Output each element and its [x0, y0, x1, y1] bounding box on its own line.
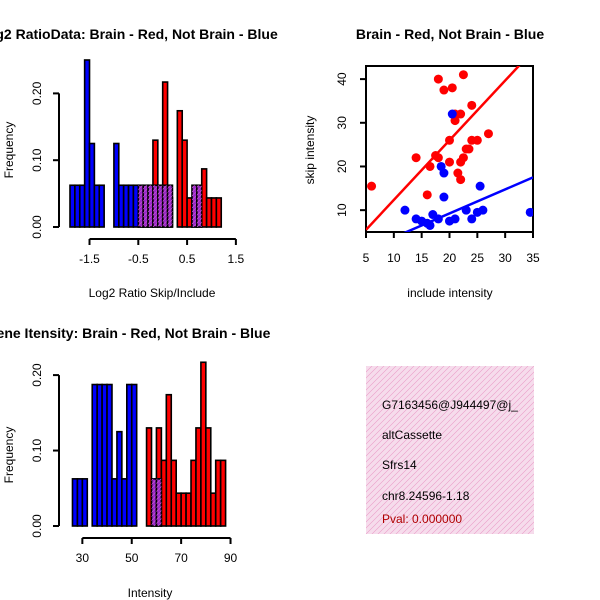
log2-ratio-bar-not-brain: [98, 184, 105, 228]
scatter-point-brain: [433, 153, 443, 163]
scatter-point-not-brain: [525, 207, 533, 217]
scatter-point-brain: [422, 190, 432, 200]
scatter-x-tick-label: 10: [387, 251, 401, 265]
scatter-point-not-brain: [447, 109, 457, 119]
gene-intensity-histogram: Gene Itensity: Brain - Red, Not Brain - …: [0, 325, 271, 600]
scatter-fit-line-not-brain: [403, 176, 533, 232]
log2-ratio-x-tick-label: -1.5: [79, 252, 100, 266]
scatter-point-not-brain: [439, 168, 449, 178]
intensity-scatter: Brain - Red, Not Brain - Blue include in…: [303, 26, 544, 300]
gene-intensity-x-tick-label: 30: [76, 551, 90, 565]
scatter-point-not-brain: [425, 220, 435, 230]
scatter-y-tick-label: 40: [335, 72, 349, 86]
log2-ratio-bar-overlap-hatch: [191, 185, 197, 227]
log2-ratio-x-tick-label: -0.5: [128, 252, 149, 266]
gene-intensity-bar-overlap-hatch: [156, 478, 162, 526]
scatter-point-brain: [433, 74, 443, 84]
scatter-point-brain: [425, 161, 435, 171]
scatter-point-not-brain: [461, 205, 471, 215]
log2-ratio-bar-brain: [215, 197, 223, 228]
log2-ratio-bar-overlap-hatch: [196, 185, 202, 227]
gene-intensity-y-tick-label: 0.20: [30, 363, 44, 387]
gene-intensity-bar-not-brain: [130, 383, 138, 527]
genomic-location: chr8.24596-1.18: [382, 489, 470, 503]
info-panel-background: [366, 366, 534, 534]
scatter-x-tick-label: 20: [443, 251, 457, 265]
gene-intensity-y-tick-label: 0.10: [30, 439, 44, 463]
scatter-point-brain: [467, 100, 477, 110]
log2-ratio-y-tick-label: 0.20: [30, 81, 44, 105]
scatter-point-not-brain: [467, 214, 477, 224]
scatter-point-brain: [472, 135, 482, 145]
log2-ratio-y-tick-label: 0.10: [30, 148, 44, 172]
scatter-y-tick-label: 30: [335, 116, 349, 130]
gene-intensity-x-tick-label: 70: [174, 551, 188, 565]
log2-ratio-bar-overlap-hatch: [152, 185, 158, 227]
scatter-point-brain: [483, 129, 493, 139]
gene-intensity-ylabel: Frequency: [2, 427, 16, 484]
event-type: altCassette: [382, 428, 442, 442]
scatter-point-not-brain: [439, 192, 449, 202]
log2-ratio-ylabel: Frequency: [2, 122, 16, 179]
log2-ratio-y-tick-label: 0.00: [30, 215, 44, 239]
gene-intensity-bar-brain: [145, 427, 153, 527]
p-value: Pval: 0.000000: [382, 512, 462, 526]
log2-ratio-x-tick-label: 1.5: [228, 252, 245, 266]
gene-name: Sfrs14: [382, 458, 417, 472]
scatter-point-brain: [458, 153, 468, 163]
scatter-x-tick-label: 25: [471, 251, 485, 265]
scatter-x-tick-label: 35: [526, 251, 540, 265]
scatter-ylabel: skip intensity: [303, 116, 317, 185]
scatter-point-brain: [445, 157, 454, 167]
gene-intensity-bar-not-brain: [81, 478, 89, 527]
scatter-point-not-brain: [478, 205, 488, 215]
gene-intensity-x-tick-label: 50: [125, 551, 139, 565]
scatter-title: Brain - Red, Not Brain - Blue: [356, 26, 544, 42]
gene-intensity-bar-overlap-hatch: [151, 478, 157, 526]
gene-intensity-bar-not-brain: [106, 383, 113, 527]
scatter-y-tick-label: 20: [335, 159, 349, 173]
scatter-point-brain: [447, 83, 457, 93]
log2-ratio-title: Log2 RatioData: Brain - Red, Not Brain -…: [0, 26, 278, 42]
log2-ratio-bar-overlap-hatch: [148, 185, 153, 227]
scatter-point-brain: [411, 153, 421, 163]
log2-ratio-x-tick-label: 0.5: [179, 252, 196, 266]
scatter-x-tick-label: 15: [415, 251, 429, 265]
scatter-x-tick-label: 30: [498, 251, 512, 265]
gene-intensity-bar-brain: [205, 427, 212, 527]
scatter-x-tick-label: 5: [363, 251, 370, 265]
scatter-point-not-brain: [400, 205, 410, 215]
log2-ratio-bar-brain: [181, 139, 188, 228]
scatter-y-tick-label: 10: [335, 203, 349, 217]
scatter-plot-area: [366, 66, 533, 232]
gene-intensity-y-tick-label: 0.00: [30, 514, 44, 538]
gene-intensity-title: Gene Itensity: Brain - Red, Not Brain - …: [0, 325, 271, 341]
info-panel: G7163456@J944497@j_ altCassette Sfrs14 c…: [366, 366, 534, 534]
log2-ratio-bar-overlap-hatch: [143, 185, 149, 227]
scatter-point-not-brain: [450, 214, 460, 224]
log2-ratio-xlabel: Log2 Ratio Skip/Include: [89, 286, 216, 300]
scatter-point-brain: [456, 175, 466, 185]
scatter-point-not-brain: [475, 181, 485, 191]
scatter-point-brain: [464, 144, 474, 154]
scatter-point-not-brain: [433, 214, 443, 224]
event-id: G7163456@J944497@j_: [382, 398, 518, 412]
scatter-point-brain: [367, 181, 377, 191]
log2-ratio-histogram: Log2 RatioData: Brain - Red, Not Brain -…: [0, 26, 278, 300]
log2-ratio-bar-overlap-hatch: [167, 185, 173, 227]
scatter-point-brain: [439, 85, 449, 95]
log2-ratio-bar-overlap-hatch: [157, 185, 163, 227]
gene-intensity-bar-brain: [219, 459, 227, 527]
log2-ratio-bar-overlap-hatch: [138, 185, 144, 227]
scatter-xlabel: include intensity: [407, 286, 492, 300]
log2-ratio-bar-overlap-hatch: [162, 185, 168, 227]
scatter-point-brain: [458, 70, 468, 80]
gene-intensity-x-tick-label: 90: [224, 551, 238, 565]
gene-intensity-xlabel: Intensity: [128, 586, 173, 600]
scatter-point-brain: [456, 109, 466, 119]
scatter-point-brain: [445, 135, 454, 145]
